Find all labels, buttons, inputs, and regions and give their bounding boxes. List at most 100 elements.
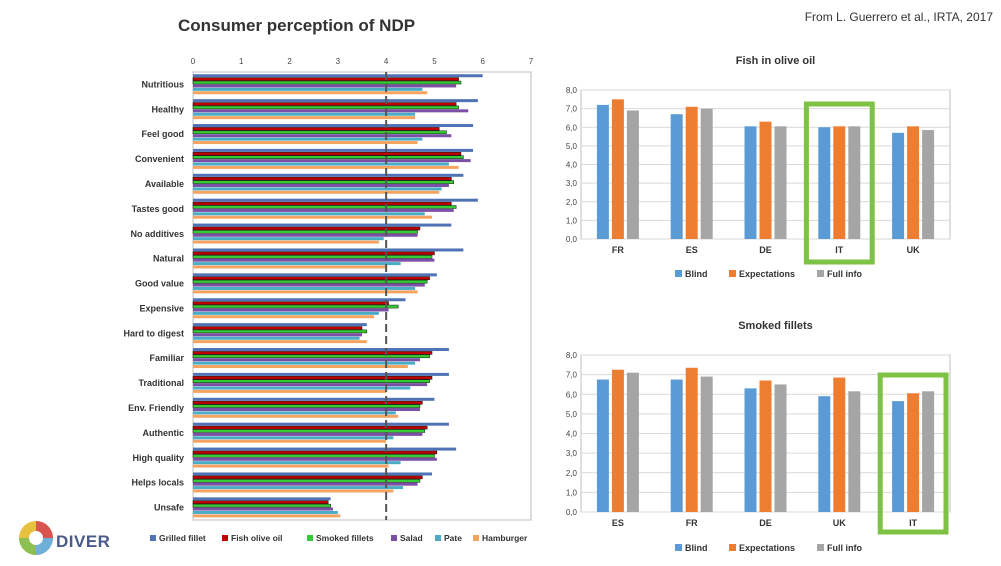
bar: [192, 429, 426, 433]
highlight-box: [877, 372, 949, 535]
bar: [193, 109, 469, 113]
bar: [848, 391, 861, 512]
logo-text: DIVER: [56, 532, 111, 551]
category-label: Tastes good: [132, 204, 184, 214]
bar: [892, 132, 905, 239]
bar: [193, 486, 404, 490]
bar: [193, 397, 435, 401]
category-label: UK: [907, 245, 920, 255]
bar: [193, 212, 425, 216]
bar: [193, 472, 433, 476]
bar: [192, 226, 421, 231]
bar: [774, 126, 787, 239]
bar: [192, 255, 433, 259]
bar: [193, 137, 423, 141]
bar: [193, 432, 423, 436]
legend-swatch: [307, 535, 313, 541]
bar: [759, 121, 772, 239]
bar: [192, 450, 438, 455]
bar: [192, 80, 462, 85]
bar: [193, 162, 449, 166]
legend-swatch: [150, 535, 156, 541]
legend-swatch: [675, 544, 682, 551]
x-tick-label: 3: [336, 57, 341, 66]
legend-swatch: [473, 535, 479, 541]
legend-label: Pate: [444, 533, 462, 543]
bar: [193, 386, 411, 390]
bar: [193, 84, 457, 88]
legend-swatch: [222, 535, 228, 541]
y-tick-label: 8,0: [566, 86, 578, 95]
category-label: Env. Friendly: [128, 403, 184, 413]
legend-label: Salad: [400, 533, 423, 543]
bar: [193, 286, 416, 290]
x-tick-label: 4: [384, 57, 389, 66]
bar: [192, 201, 452, 206]
bar: [192, 326, 363, 330]
bar: [193, 198, 478, 202]
bar: [774, 384, 787, 512]
bar: [685, 106, 698, 239]
category-label: ES: [686, 245, 698, 255]
bar: [193, 190, 440, 194]
bar: [193, 336, 360, 340]
bar: [193, 91, 428, 95]
category-label: Expensive: [139, 303, 184, 313]
category-label: Traditional: [138, 378, 184, 388]
bar: [759, 380, 772, 512]
legend-swatch: [729, 544, 736, 551]
bar: [192, 105, 459, 110]
category-label: DE: [759, 518, 772, 528]
chart-title: Smoked fillets: [738, 320, 813, 332]
y-tick-label: 7,0: [566, 371, 578, 380]
bar: [193, 258, 435, 262]
bar: [193, 148, 474, 152]
bar: [700, 108, 713, 239]
bar: [192, 180, 454, 184]
bar: [193, 173, 464, 177]
bar: [192, 251, 435, 256]
bar: [192, 404, 421, 408]
category-label: Authentic: [143, 428, 185, 438]
category-label: FR: [686, 518, 698, 528]
diver-logo-icon: [19, 521, 53, 555]
chart-title: Fish in olive oil: [736, 55, 815, 67]
bar: [193, 361, 416, 365]
bar: [193, 184, 449, 187]
bar: [193, 464, 389, 468]
category-label: ES: [612, 518, 624, 528]
bar: [193, 436, 394, 440]
legend-label: Full info: [827, 269, 862, 279]
bar: [193, 323, 367, 327]
bar: [685, 367, 698, 512]
y-tick-label: 5,0: [566, 410, 578, 419]
bar: [700, 376, 713, 512]
bar: [193, 383, 428, 387]
bar: [611, 99, 624, 239]
bar: [192, 77, 459, 81]
bar: [193, 208, 454, 212]
category-label: UK: [833, 518, 846, 528]
x-tick-label: 0: [191, 57, 196, 66]
category-label: Feel good: [142, 129, 185, 139]
bar: [193, 223, 452, 227]
y-tick-label: 5,0: [566, 142, 578, 151]
legend-label: Blind: [685, 543, 708, 553]
category-label: FR: [612, 245, 624, 255]
y-tick-label: 1,0: [566, 488, 578, 497]
bar: [193, 439, 387, 443]
category-label: Nutritious: [142, 79, 185, 89]
category-label: Convenient: [135, 154, 184, 164]
legend-swatch: [391, 535, 397, 541]
legend-label: Hamburger: [482, 533, 528, 543]
bar: [193, 389, 387, 393]
bar: [192, 230, 418, 234]
bar: [193, 298, 406, 302]
y-tick-label: 3,0: [566, 449, 578, 458]
y-tick-label: 8,0: [566, 351, 578, 360]
legend-label: Fish olive oil: [231, 533, 282, 543]
bar: [193, 134, 452, 138]
y-tick-label: 0,0: [566, 235, 578, 244]
bar: [193, 489, 394, 493]
bar: [626, 110, 639, 239]
